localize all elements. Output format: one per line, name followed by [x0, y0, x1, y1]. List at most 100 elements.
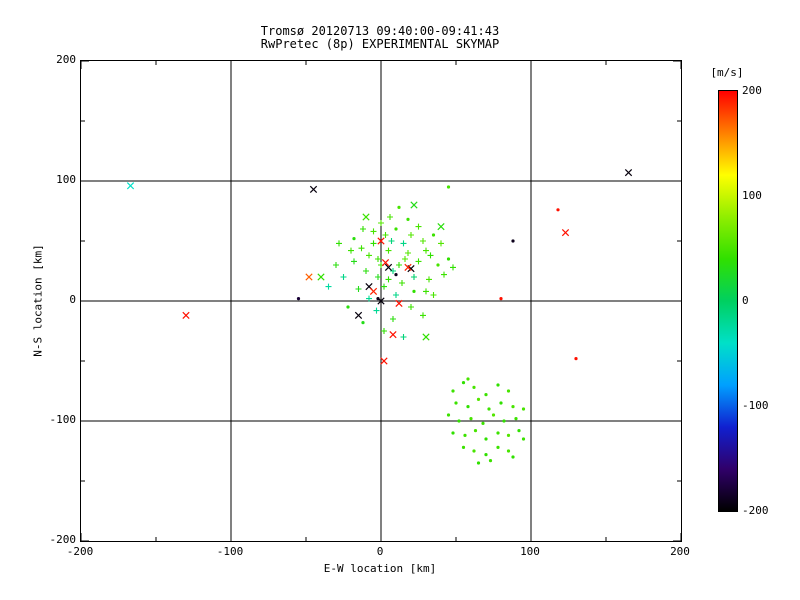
data-point	[427, 252, 434, 259]
data-point	[355, 286, 362, 292]
colorbar-tick-label: 100	[742, 189, 762, 202]
x-tick-label: 200	[670, 545, 690, 558]
data-point	[481, 421, 485, 425]
data-point	[352, 237, 356, 241]
data-point	[380, 357, 388, 365]
data-point	[397, 205, 401, 209]
colorbar-unit-label: [m/s]	[710, 66, 744, 79]
data-point	[375, 274, 381, 280]
data-point	[384, 263, 393, 272]
data-point	[376, 297, 380, 301]
data-point	[340, 274, 347, 280]
data-point	[423, 288, 429, 295]
data-point	[511, 405, 515, 409]
data-point	[454, 401, 458, 405]
data-point	[484, 453, 488, 457]
data-point	[370, 228, 377, 235]
data-point	[404, 263, 412, 272]
y-tick-label: 0	[69, 293, 76, 306]
data-point	[348, 247, 354, 254]
data-point	[499, 297, 503, 301]
data-point	[325, 283, 332, 290]
y-tick-label: 200	[56, 53, 76, 66]
data-point	[496, 445, 500, 449]
data-point	[388, 238, 395, 244]
data-point	[362, 213, 370, 221]
plot-title-line1: Tromsø 20120713 09:40:00-09:41:43	[260, 24, 500, 38]
data-point	[361, 321, 365, 325]
data-point	[387, 214, 393, 220]
data-point	[446, 413, 451, 417]
plot-title-line2: RwPretec (8p) EXPERIMENTAL SKYMAP	[260, 37, 500, 51]
data-point	[463, 433, 467, 437]
data-point	[491, 413, 496, 417]
data-point	[451, 389, 455, 393]
data-point	[126, 182, 135, 190]
data-point	[378, 220, 384, 226]
data-point	[354, 311, 363, 320]
data-point	[370, 240, 377, 247]
data-point	[441, 271, 447, 278]
data-point	[517, 429, 521, 433]
data-point	[366, 252, 372, 259]
data-point	[487, 407, 491, 411]
data-point	[469, 417, 473, 421]
data-point	[461, 445, 466, 449]
data-point	[358, 245, 365, 252]
data-point	[394, 227, 398, 231]
data-point	[484, 393, 488, 397]
data-point	[426, 276, 432, 283]
data-point	[450, 264, 456, 271]
data-point	[351, 258, 357, 265]
data-point	[502, 419, 506, 423]
data-point	[624, 168, 633, 177]
colorbar-tick-label: 200	[742, 84, 762, 97]
data-point	[402, 256, 408, 262]
data-point	[375, 256, 381, 262]
data-point	[506, 449, 511, 453]
data-point	[336, 240, 342, 247]
data-point	[466, 405, 470, 409]
colorbar-tick-label: 0	[742, 294, 749, 307]
data-point	[451, 431, 455, 435]
data-point	[406, 217, 410, 221]
data-point	[499, 401, 503, 405]
data-point	[411, 274, 417, 280]
data-point	[511, 455, 515, 459]
data-point	[437, 222, 445, 231]
data-point	[521, 407, 526, 411]
data-point	[420, 312, 426, 319]
data-point	[377, 237, 385, 245]
data-point	[466, 377, 470, 381]
data-point	[390, 316, 396, 322]
data-point	[410, 201, 418, 209]
data-point	[422, 333, 430, 341]
data-point	[395, 299, 403, 308]
data-point	[366, 295, 372, 302]
data-point	[574, 357, 578, 361]
data-point	[476, 461, 481, 465]
data-point	[472, 385, 476, 389]
data-point	[514, 417, 518, 421]
y-tick-label: 100	[56, 173, 76, 186]
colorbar-tick-label: -200	[742, 504, 769, 517]
data-point	[390, 268, 396, 274]
data-point	[484, 437, 488, 441]
data-point	[431, 233, 436, 237]
data-point	[506, 433, 511, 437]
data-point	[415, 223, 422, 230]
data-point	[400, 240, 407, 247]
x-tick-label: 100	[520, 545, 540, 558]
data-point	[561, 228, 570, 237]
data-point	[317, 273, 325, 281]
data-point	[399, 280, 405, 286]
x-tick-label: -100	[216, 545, 244, 558]
data-point	[488, 459, 493, 463]
data-point	[521, 437, 526, 441]
data-point	[446, 185, 451, 189]
data-point	[438, 240, 444, 247]
data-point	[506, 389, 511, 393]
data-point	[408, 304, 414, 310]
data-point	[182, 311, 190, 320]
